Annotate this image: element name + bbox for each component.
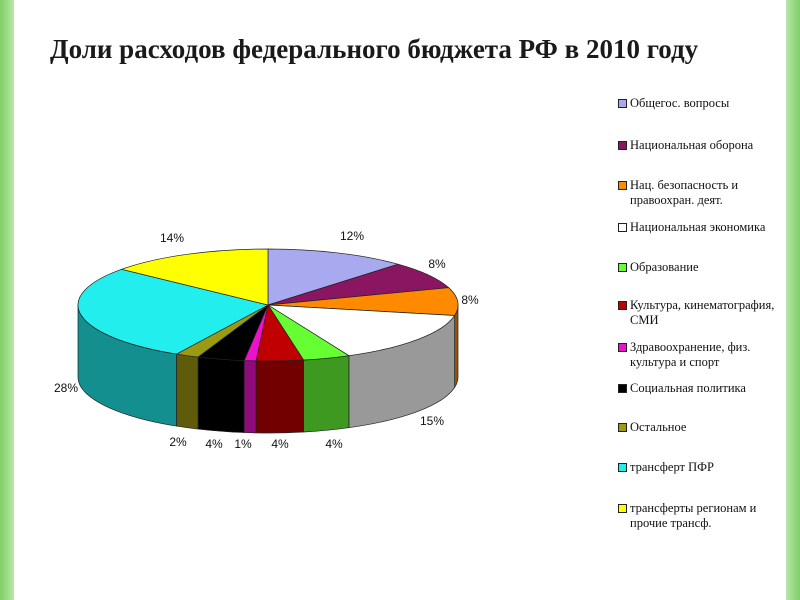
pie-wall-2-0 <box>454 304 459 389</box>
legend-swatch <box>618 141 627 150</box>
pie-wall-8-0 <box>176 353 199 430</box>
legend-swatch <box>618 423 627 432</box>
legend-swatch <box>618 223 627 232</box>
pie-top <box>77 248 459 362</box>
pie-slice-10 <box>120 248 269 306</box>
pie-slice-1 <box>267 263 450 306</box>
legend-label: Нац. безопасность и правоохран. деят. <box>630 178 739 207</box>
legend-label: трансферт ПФР <box>630 460 714 474</box>
pie-label-8: 2% <box>169 435 187 449</box>
legend-label: трансферты регионам и прочие трансф. <box>630 501 757 530</box>
legend-swatch <box>618 504 627 513</box>
pie-label-9: 28% <box>54 381 78 395</box>
pie-label-0: 12% <box>340 229 364 243</box>
legend-swatch <box>618 343 627 352</box>
pie-label-10: 14% <box>160 231 184 245</box>
legend-swatch <box>618 463 627 472</box>
legend-swatch <box>618 181 627 190</box>
chart-title: Доли расходов федерального бюджета РФ в … <box>50 34 699 64</box>
legend-swatch <box>618 301 627 310</box>
legend-label: Культура, кинематография, СМИ <box>630 298 775 327</box>
legend-label: Национальная экономика <box>630 220 766 234</box>
pie-wall-7-0 <box>197 356 245 433</box>
pie-labels: 12% 8% 8% 15% 4% 4% 1% 4% 2% 28% 14% <box>54 229 479 451</box>
legend-label: Остальное <box>630 420 687 434</box>
legend-label: Национальная оборона <box>630 138 754 152</box>
pie-label-4: 4% <box>325 437 343 451</box>
legend-label: Социальная политика <box>630 381 746 395</box>
legend-label: Общегос. вопросы <box>630 96 730 110</box>
pie-label-6: 1% <box>234 437 252 451</box>
legend-swatch <box>618 384 627 393</box>
slide-edge-left <box>0 0 14 600</box>
pie-label-1: 8% <box>428 257 446 271</box>
pie-label-7: 4% <box>205 437 223 451</box>
pie-walls <box>77 304 459 434</box>
pie-wall-4-0 <box>303 355 350 433</box>
pie-label-3: 15% <box>420 414 444 428</box>
pie-slice-9 <box>77 268 269 355</box>
pie-wall-5-0 <box>255 359 304 434</box>
pie-slice-2 <box>267 287 459 316</box>
pie-label-5: 4% <box>271 437 289 451</box>
pie-slice-3 <box>267 304 456 357</box>
pie-wall-6-0 <box>243 360 257 434</box>
legend-swatch <box>618 263 627 272</box>
pie-slice-0 <box>267 248 400 306</box>
slide-edge-right <box>786 0 800 600</box>
legend-label: Здравоохранение, физ. культура и спорт <box>630 340 751 369</box>
legend-label: Образование <box>630 260 699 274</box>
pie-label-2: 8% <box>461 293 479 307</box>
legend-swatch <box>618 99 627 108</box>
